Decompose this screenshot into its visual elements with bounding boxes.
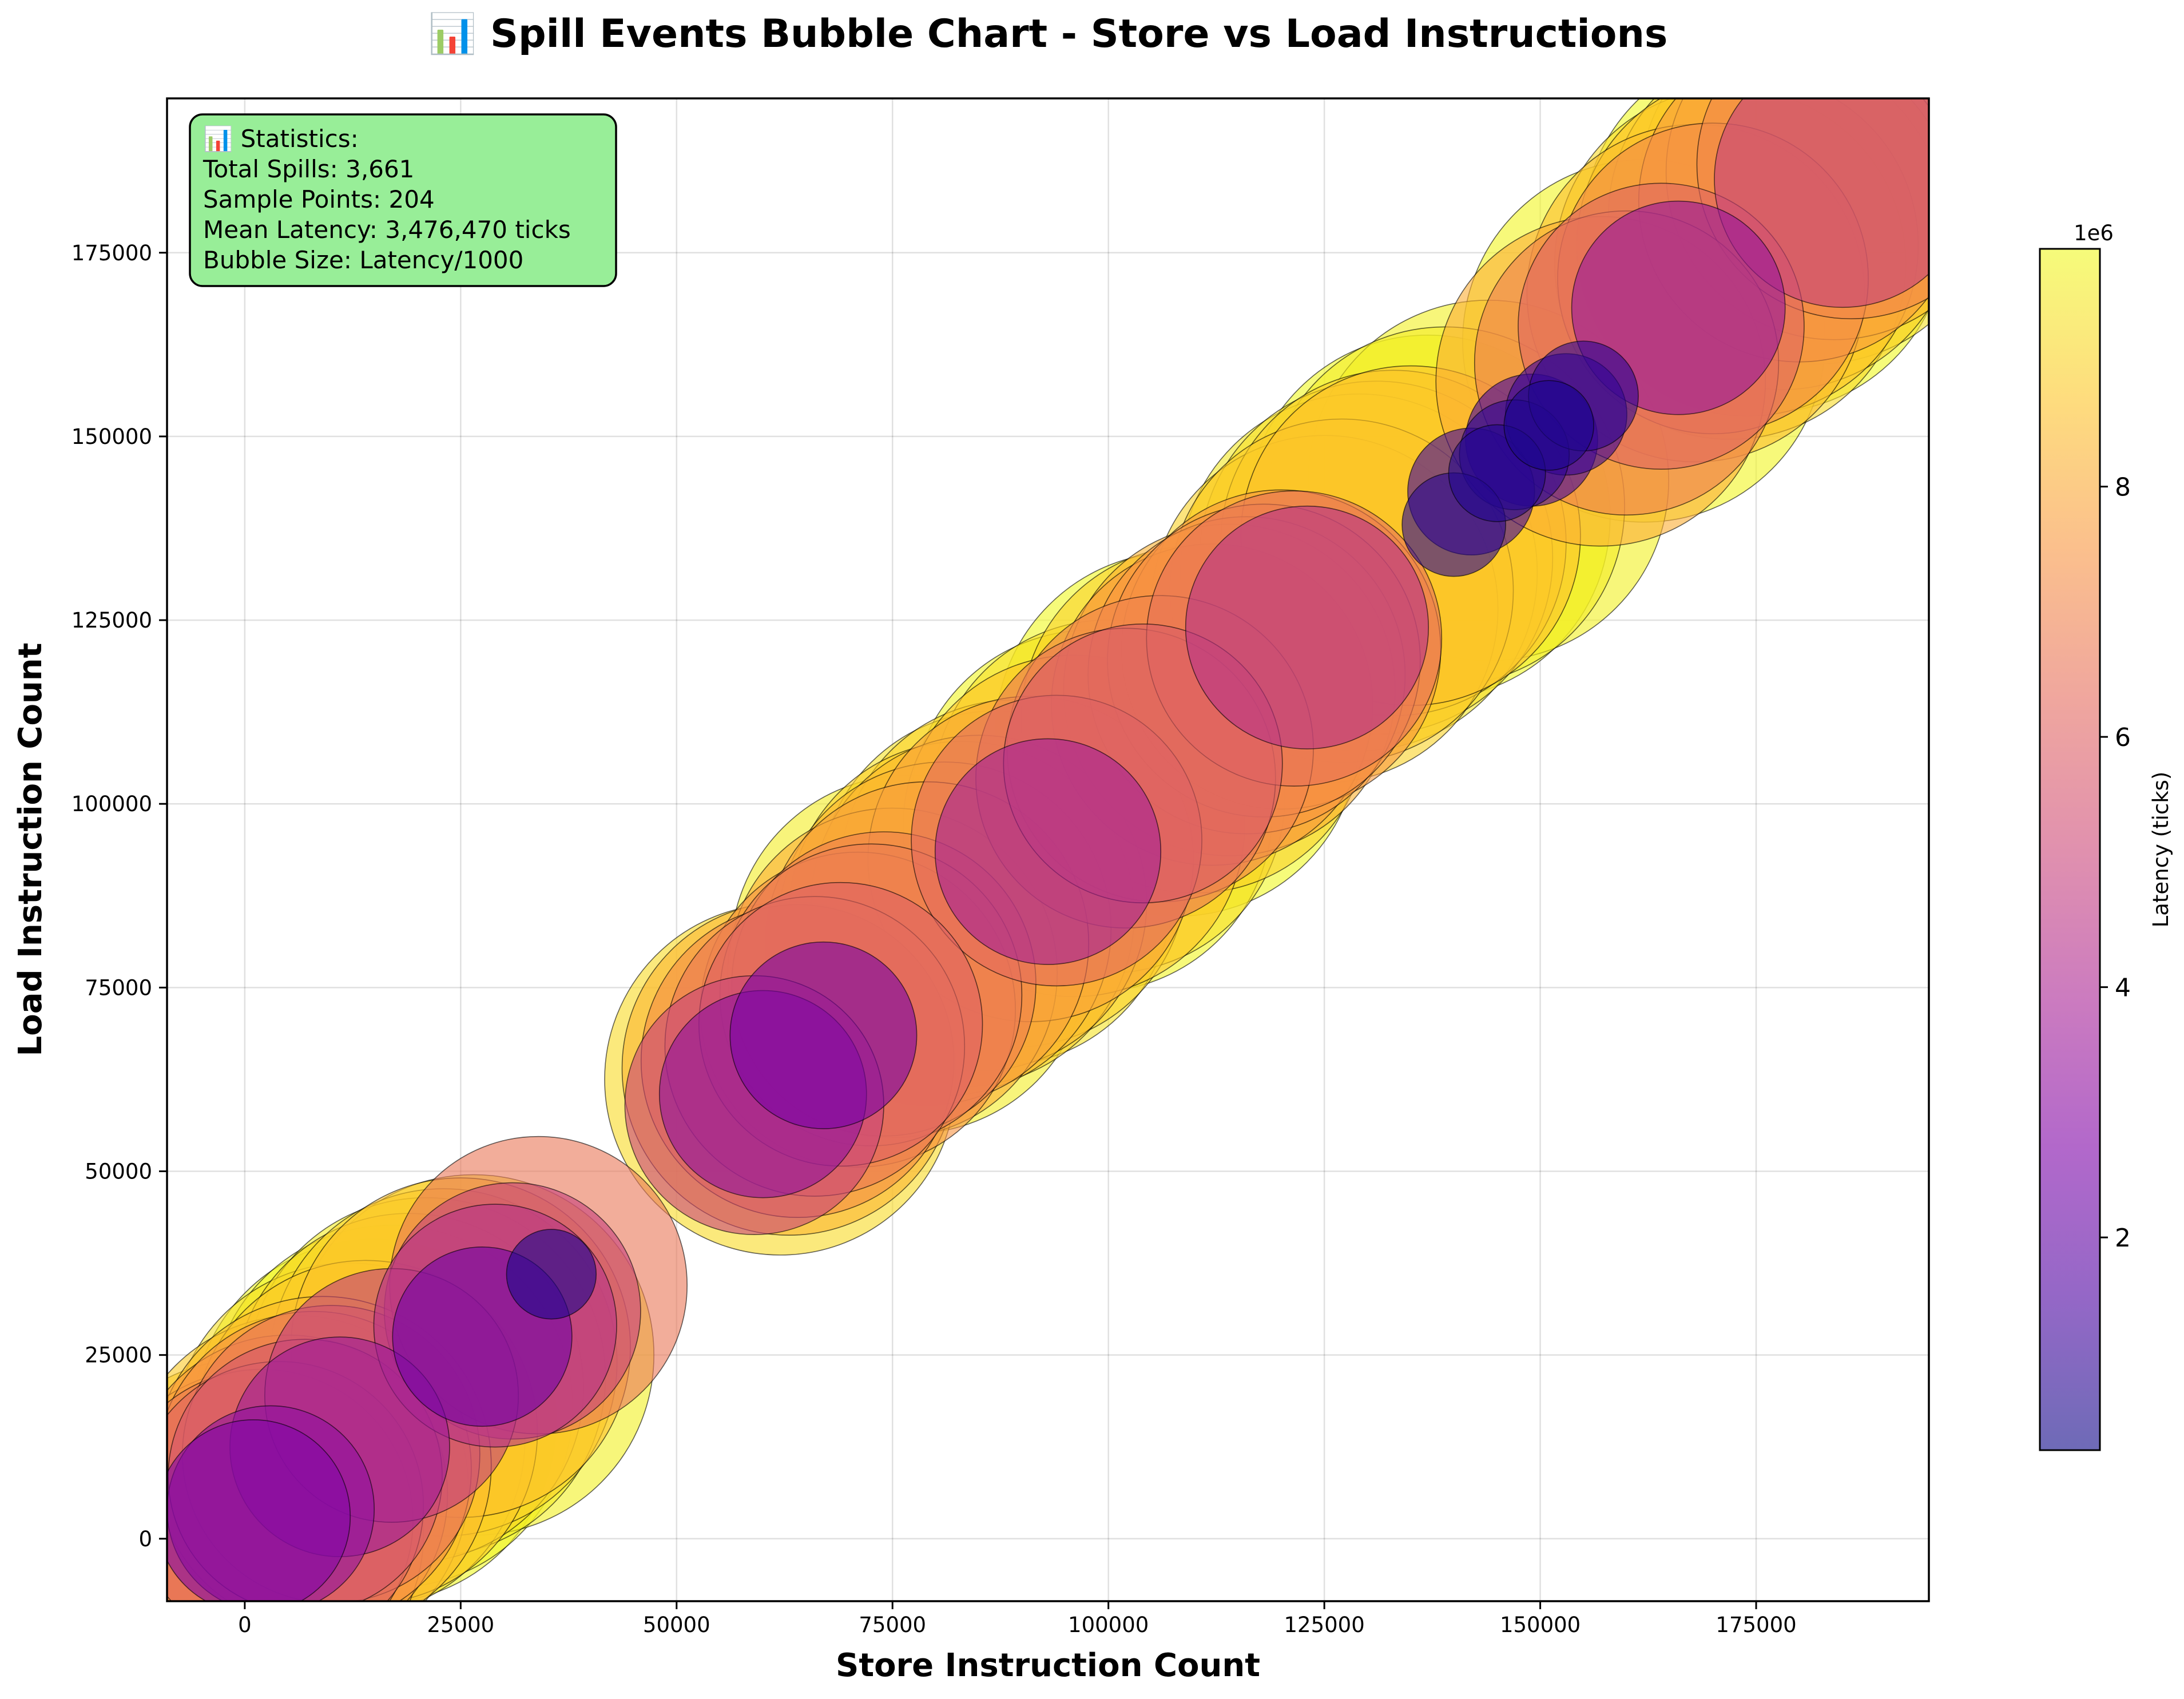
chart-title: 📊 Spill Events Bubble Chart - Store vs L… xyxy=(428,11,1668,57)
plot-frame xyxy=(166,97,1930,1602)
stats-line-total-spills: Total Spills: 3,661 xyxy=(202,155,414,183)
y-axis-title: Load Instruction Count xyxy=(12,643,49,1057)
colorbar-tick-label: 4 xyxy=(2115,974,2131,1003)
colorbar-frame xyxy=(2039,248,2101,1451)
stats-line-bubble-size: Bubble Size: Latency/1000 xyxy=(203,246,523,274)
x-tick-label: 25000 xyxy=(427,1613,494,1637)
y-tick-label: 150000 xyxy=(72,424,152,449)
x-axis-title: Store Instruction Count xyxy=(836,1647,1260,1684)
data-bubble xyxy=(167,1419,351,1601)
stats-line-header: 📊 Statistics: xyxy=(203,125,359,153)
y-tick-label: 0 xyxy=(138,1527,152,1551)
y-tick-label: 50000 xyxy=(85,1160,152,1184)
x-tick-label: 100000 xyxy=(1068,1613,1149,1637)
y-tick-label: 75000 xyxy=(85,975,152,1000)
y-tick-label: 100000 xyxy=(72,792,152,816)
colorbar: 2 4 6 8 1e6 Latency (ticks) xyxy=(2039,221,2173,1451)
data-bubble xyxy=(506,1229,597,1320)
colorbar-tick-label: 6 xyxy=(2115,723,2131,752)
y-tick-label: 175000 xyxy=(72,241,152,265)
x-tick-label: 50000 xyxy=(643,1613,710,1637)
colorbar-tick-label: 2 xyxy=(2115,1224,2131,1253)
x-tick-label: 175000 xyxy=(1716,1613,1796,1637)
data-bubble xyxy=(1185,505,1429,749)
data-bubble xyxy=(729,941,918,1129)
y-axis-ticks: 0 25000 50000 75000 100000 125000 150000 175000 xyxy=(72,241,167,1551)
y-tick-label: 25000 xyxy=(85,1343,152,1368)
data-bubble xyxy=(934,738,1162,965)
colorbar-ticks: 2 4 6 8 xyxy=(2100,473,2131,1253)
colorbar-gradient xyxy=(2040,249,2100,1450)
colorbar-tick-label: 8 xyxy=(2115,473,2131,502)
x-axis-ticks: 0 25000 50000 75000 100000 125000 150000 175000 xyxy=(238,1601,1797,1637)
bubble-layer xyxy=(167,98,1929,1601)
x-tick-label: 125000 xyxy=(1284,1613,1365,1637)
colorbar-label: Latency (ticks) xyxy=(2149,772,2173,928)
x-tick-label: 75000 xyxy=(859,1613,926,1637)
x-tick-label: 0 xyxy=(238,1613,252,1637)
colorbar-multiplier: 1e6 xyxy=(2074,221,2114,245)
x-tick-label: 150000 xyxy=(1500,1613,1581,1637)
y-tick-label: 125000 xyxy=(72,608,152,633)
stats-line-mean-latency: Mean Latency: 3,476,470 ticks xyxy=(203,216,571,244)
stats-box: 📊 Statistics: Total Spills: 3,661 Sample… xyxy=(189,113,617,287)
stats-box-background xyxy=(189,113,617,287)
stats-line-sample-points: Sample Points: 204 xyxy=(203,185,435,213)
data-bubble xyxy=(1503,380,1594,471)
